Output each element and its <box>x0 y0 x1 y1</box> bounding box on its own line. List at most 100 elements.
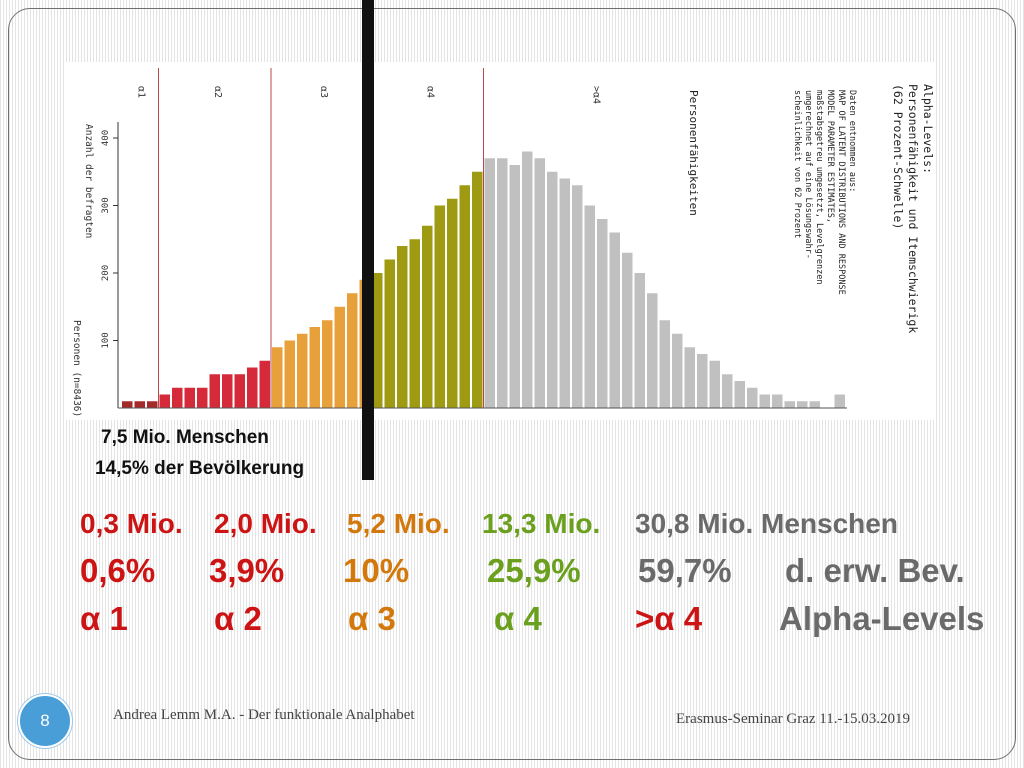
chart-title-line: (62 Prozent-Schwelle) <box>891 84 905 229</box>
threshold-divider-line <box>362 0 374 480</box>
level-label: α4 <box>424 86 435 98</box>
histogram-bar <box>697 354 708 408</box>
percent-alpha2: 3,9% <box>209 552 285 589</box>
level-alpha2: α 2 <box>214 600 262 637</box>
histogram-bar <box>659 320 670 408</box>
histogram-bar <box>734 381 745 408</box>
histogram-bar <box>284 340 295 408</box>
source-note-line: umgerechnet auf eine Lösungswahr- <box>803 90 813 259</box>
histogram-bar <box>547 171 558 408</box>
histogram-bar <box>222 374 233 408</box>
alpha-level-histogram: 100 200 300 400 Anzahl der befragten Personen… <box>71 68 934 417</box>
y-tick-label: 200 <box>101 265 111 281</box>
histogram-bar <box>322 320 333 408</box>
histogram-bar <box>184 387 195 408</box>
y-axis-label-continued: Personen (n=8436) <box>71 320 82 417</box>
source-note-line: MODEL PARAMETER ESTIMATES, <box>825 90 835 223</box>
histogram-bar <box>809 401 820 408</box>
histogram-bar <box>347 293 358 408</box>
level-alpha4: α 4 <box>494 600 542 637</box>
histogram-bar <box>447 198 458 408</box>
histogram-bar <box>647 293 658 408</box>
y-tick-label: 300 <box>101 197 111 213</box>
histogram-bar <box>259 360 270 408</box>
source-note-line: maßstabsgetreu umgesetzt, Levelgrenzen <box>814 90 824 284</box>
histogram-bar <box>672 333 683 408</box>
histogram-bar <box>834 394 845 408</box>
histogram-bar <box>797 401 808 408</box>
footer-event: Erasmus-Seminar Graz 11.-15.03.2019 <box>676 711 910 727</box>
histogram-bar <box>209 374 220 408</box>
histogram-bar <box>609 232 620 408</box>
histogram-bar <box>572 185 583 408</box>
source-note-line: Daten entnommen aus: <box>847 90 857 192</box>
histogram-bar <box>372 273 383 408</box>
histogram-bar <box>634 273 645 408</box>
percent-unit-label: d. erw. Bev. <box>785 552 965 589</box>
histogram-bar <box>484 158 495 408</box>
histogram-bar <box>747 387 758 408</box>
histogram-bar <box>759 394 770 408</box>
millions-alpha1: 0,3 Mio. <box>80 508 183 539</box>
percent-alpha1: 0,6% <box>80 552 156 589</box>
percent-alpha3: 10% <box>343 552 410 589</box>
histogram-bar <box>247 367 258 408</box>
y-tick-label: 400 <box>101 130 111 146</box>
histogram-bar <box>722 374 733 408</box>
histogram-bar <box>297 333 308 408</box>
histogram-bar <box>772 394 783 408</box>
chart-title-line: Alpha-Levels: <box>921 84 934 174</box>
chart-title-line: Personenfähigkeit und Itemschwierigk <box>906 84 920 333</box>
histogram-bar <box>409 239 420 408</box>
histogram-bar <box>272 347 283 408</box>
chart-figure: 100 200 300 400 Anzahl der befragten Personen… <box>66 62 934 420</box>
level-label: α2 <box>212 86 223 98</box>
level-above-alpha4: >α 4 <box>635 600 703 637</box>
y-tick-label: 100 <box>101 332 111 348</box>
histogram-bar <box>709 360 720 408</box>
histogram-bar <box>422 225 433 408</box>
menschen-label: 7,5 Mio. Menschen <box>101 427 269 448</box>
histogram-bar <box>384 259 395 408</box>
level-label: α1 <box>135 86 146 98</box>
histogram-bar <box>459 185 470 408</box>
x-axis-label: Personenfähigkeiten <box>687 90 700 216</box>
histogram-bar <box>472 171 483 408</box>
histogram-bar <box>197 387 208 408</box>
population-percent-label: 14,5% der Bevölkerung <box>95 458 305 479</box>
histogram-bar <box>434 205 445 408</box>
level-label: α3 <box>318 86 329 98</box>
histogram-bar <box>622 252 633 408</box>
histogram-bar <box>122 401 133 408</box>
histogram-bar <box>559 178 570 408</box>
footer-author: Andrea Lemm M.A. - Der funktionale Analp… <box>113 707 415 723</box>
histogram-bar <box>597 219 608 408</box>
histogram-bar <box>497 158 508 408</box>
histogram-bar <box>134 401 145 408</box>
level-alpha3: α 3 <box>348 600 396 637</box>
millions-alpha3: 5,2 Mio. <box>347 508 450 539</box>
histogram-bar <box>509 165 520 408</box>
y-axis-label: Anzahl der befragten <box>83 124 94 238</box>
histogram-bar <box>334 306 345 408</box>
slide-frame <box>8 8 1016 760</box>
level-label: >α4 <box>591 86 602 104</box>
histogram-bar <box>684 347 695 408</box>
histogram-bar <box>172 387 183 408</box>
percent-above-alpha4: 59,7% <box>638 552 732 589</box>
histogram-bar <box>234 374 245 408</box>
page-number-badge: 8 <box>18 694 72 748</box>
level-alpha1: α 1 <box>80 600 128 637</box>
source-note-line: MAP OF LATENT DISTRIBUTIONS AND RESPONSE <box>836 90 846 295</box>
histogram-bar <box>534 158 545 408</box>
histogram-bar <box>309 327 320 408</box>
histogram-bar <box>584 205 595 408</box>
histogram-bar <box>784 401 795 408</box>
millions-alpha4: 13,3 Mio. <box>482 508 601 539</box>
millions-above-alpha4: 30,8 Mio. Menschen <box>635 508 898 539</box>
levels-caption: Alpha-Levels <box>779 600 985 637</box>
histogram-bar <box>397 246 408 408</box>
millions-alpha2: 2,0 Mio. <box>214 508 317 539</box>
histogram-bar <box>522 151 533 408</box>
percent-alpha4: 25,9% <box>487 552 581 589</box>
